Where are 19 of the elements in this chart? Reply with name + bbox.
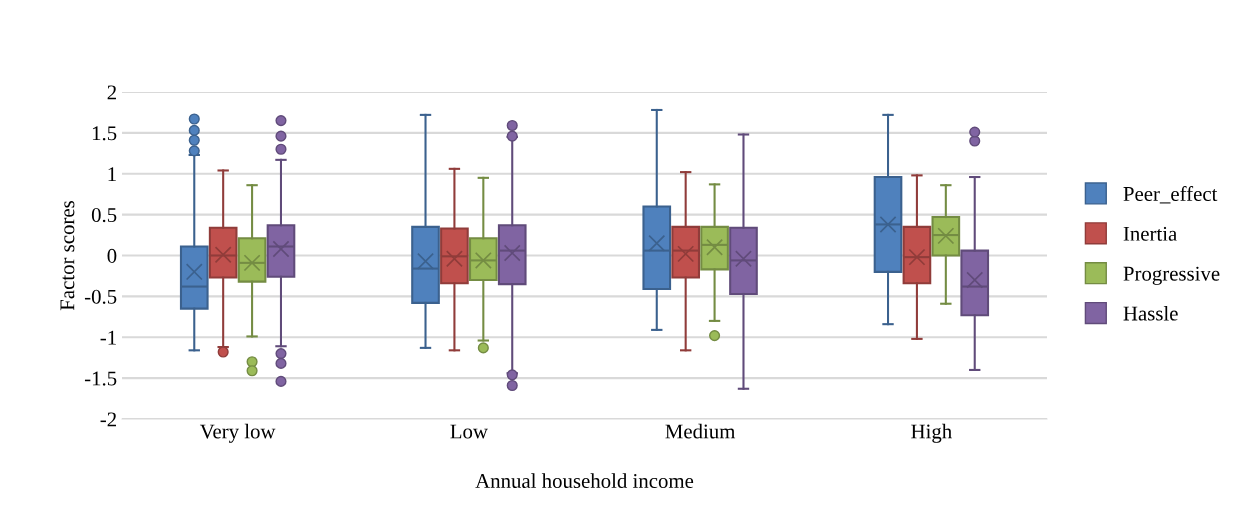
y-tick-label: -1 [100,330,116,345]
x-tick-label: High [911,423,952,443]
y-tick-label: -0.5 [84,289,117,304]
x-tick-label: Very low [199,423,276,443]
legend-label: Peer_effect [1123,186,1218,204]
y-tick-label: 1.5 [92,126,117,141]
y-tick-label: 1 [108,167,116,181]
y-tick-label: -2 [100,412,116,427]
legend-label: Inertia [1123,226,1177,241]
y-tick-label: -1.5 [84,371,117,386]
x-tick-label: Medium [665,423,736,439]
x-axis-title: Annual household income [475,473,694,489]
y-tick-label: 0 [107,248,117,263]
y-tick-label: 2 [107,85,116,100]
y-tick-label: 0.5 [91,208,117,223]
legend-label: Progressive [1123,266,1220,285]
legend-label: Hassle [1123,305,1178,321]
y-axis-title: Factor scores [60,201,75,311]
x-tick-label: Low [450,424,488,439]
